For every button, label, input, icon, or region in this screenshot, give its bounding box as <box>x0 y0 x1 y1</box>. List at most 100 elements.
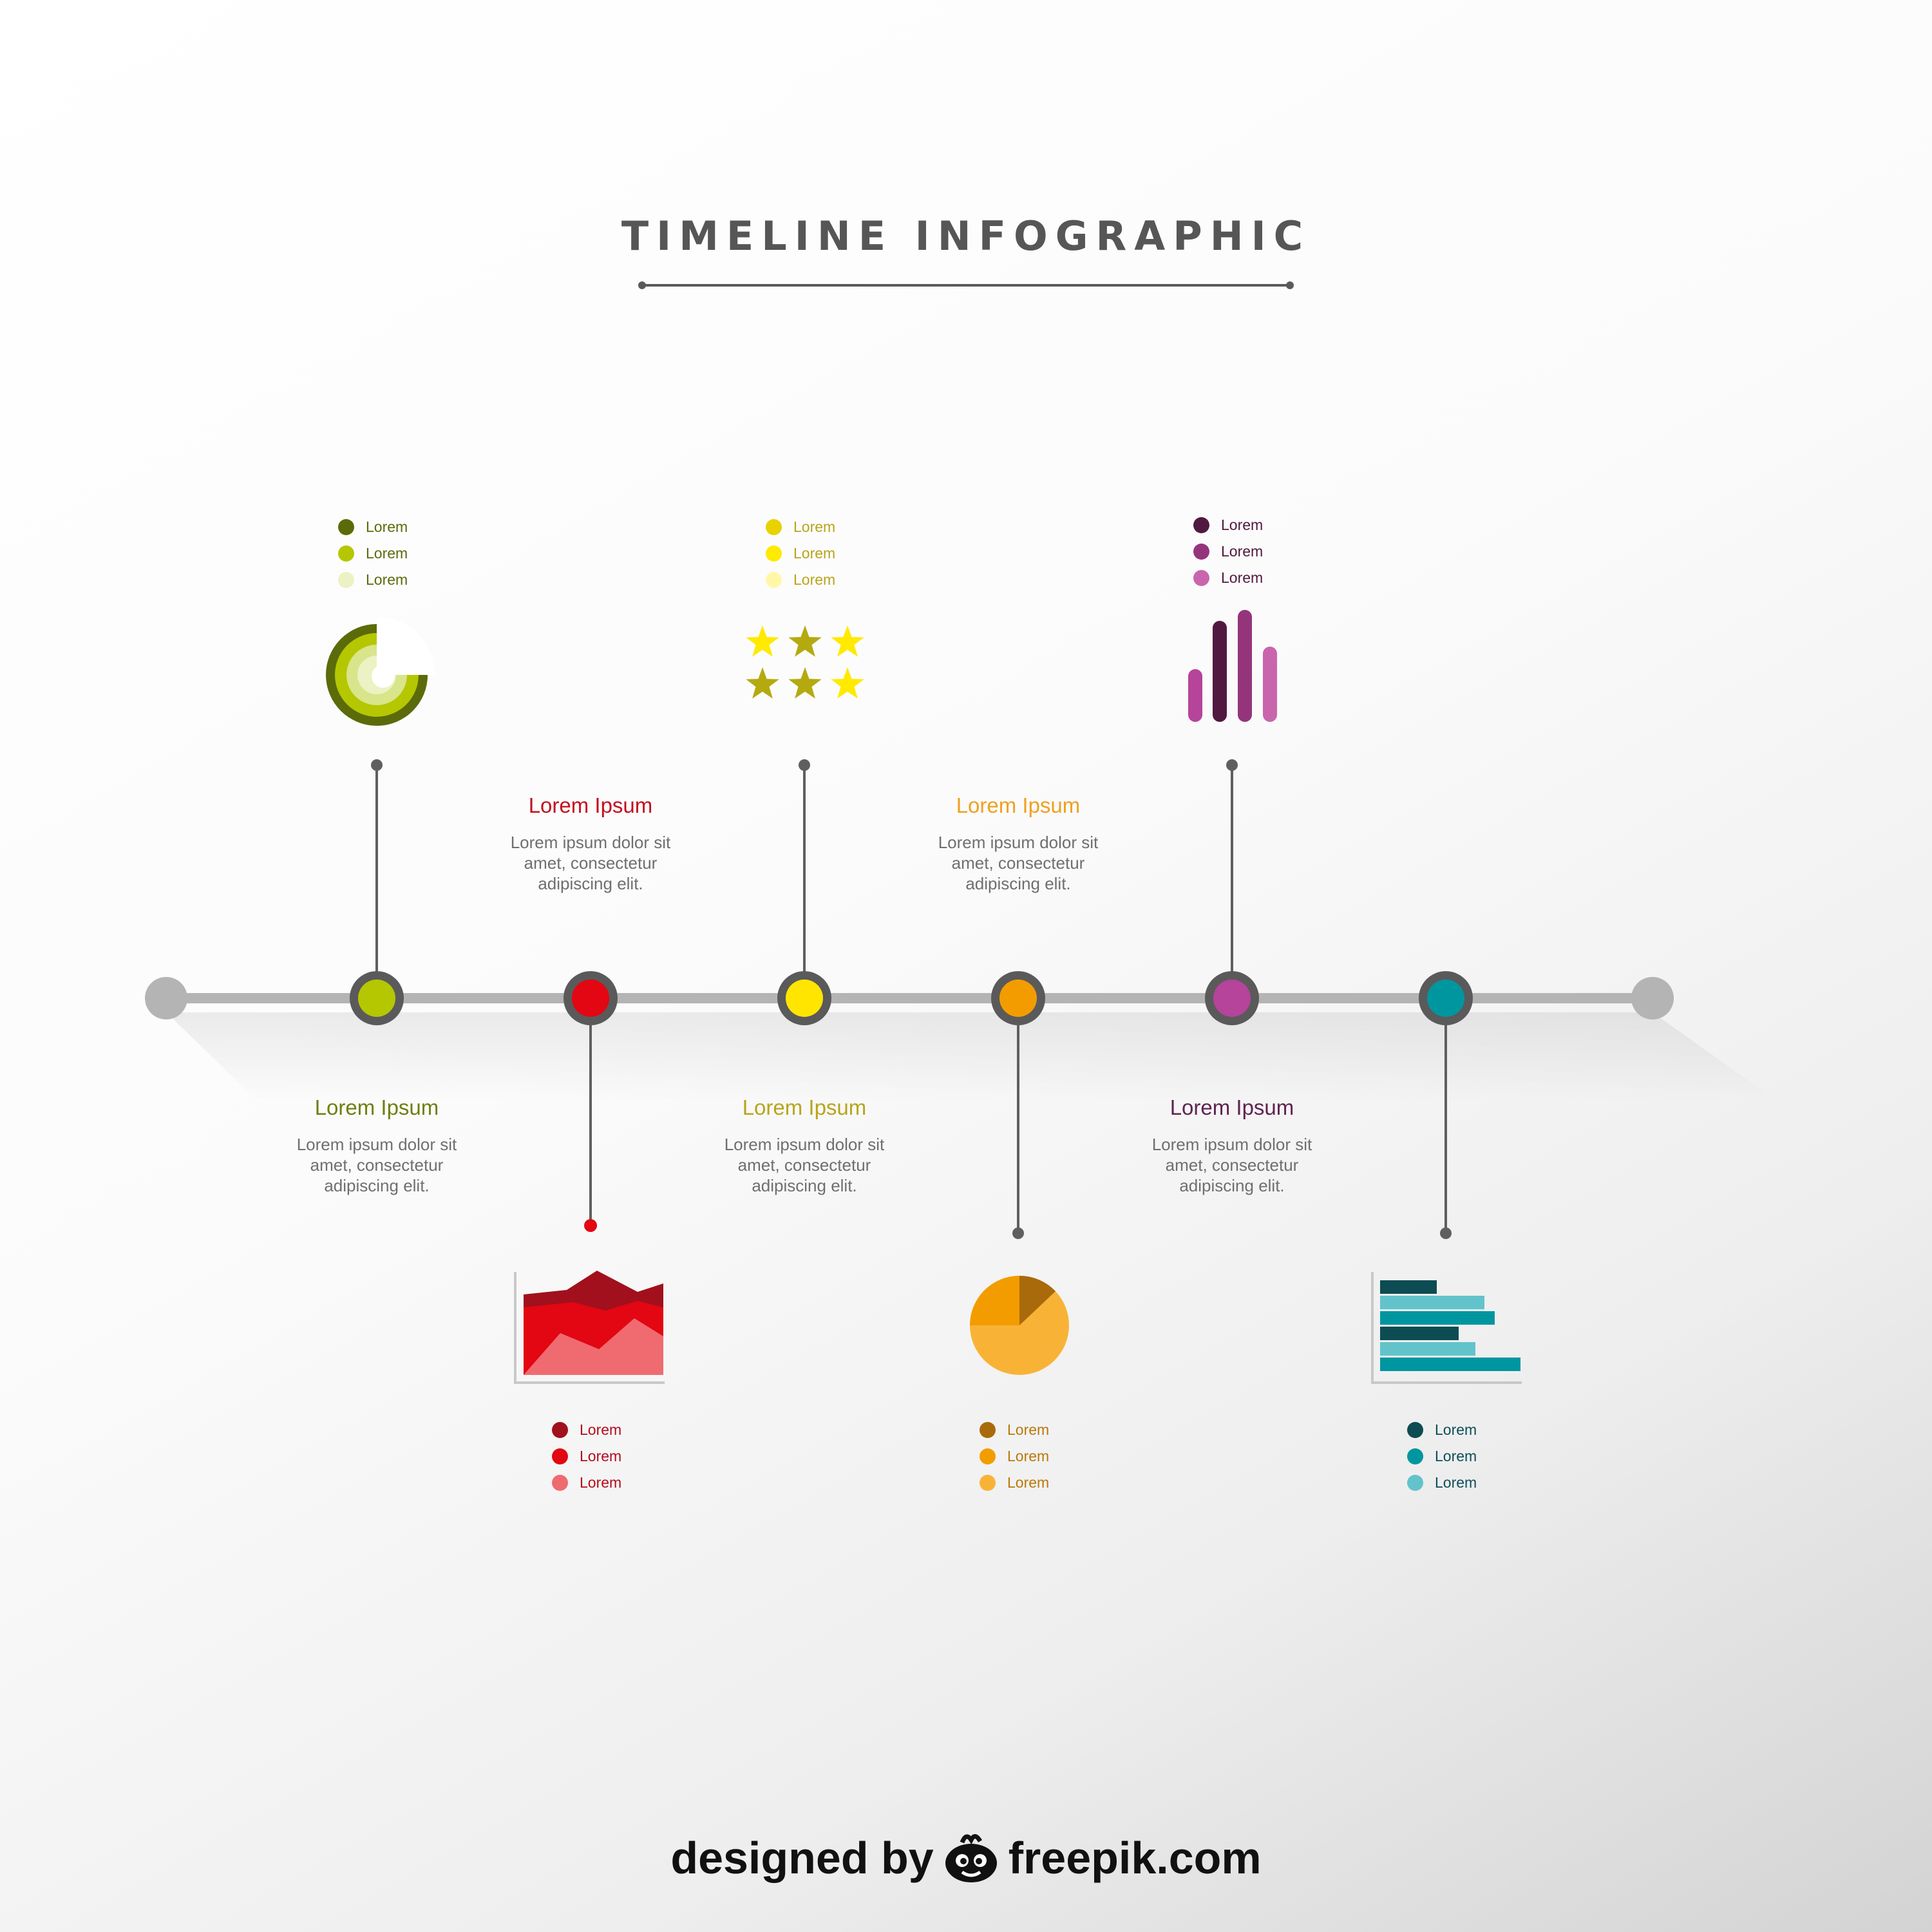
legend-step-2: Lorem Lorem Lorem <box>552 1417 681 1496</box>
star <box>746 625 779 657</box>
star <box>746 667 779 699</box>
timeline-shadow <box>166 1012 1777 1101</box>
legend-item: Lorem <box>1193 512 1322 538</box>
legend-label: Lorem <box>1435 1421 1477 1438</box>
star <box>788 625 822 657</box>
description-line: Lorem ipsum dolor sit <box>724 1135 885 1154</box>
connector-dot <box>584 1219 597 1232</box>
vertical-bars-icon <box>1188 610 1277 722</box>
credit: designed by freepik.com <box>580 1829 1352 1887</box>
node-dot <box>786 980 823 1017</box>
horizontal-bar <box>1380 1342 1475 1356</box>
legend-item: Lorem <box>552 1417 681 1443</box>
node-dot <box>1213 980 1251 1017</box>
star <box>831 667 864 699</box>
legend-item: Lorem <box>338 514 467 540</box>
legend-step-6: Lorem Lorem Lorem <box>1407 1417 1536 1496</box>
legend-item: Lorem <box>1407 1443 1536 1470</box>
legend-dot <box>338 545 354 562</box>
timeline-step-1 <box>326 617 435 1025</box>
legend-step-3: Lorem Lorem Lorem <box>766 514 895 593</box>
horizontal-bar <box>1380 1327 1459 1340</box>
legend-item: Lorem <box>980 1470 1108 1496</box>
horizontal-bar <box>1380 1296 1484 1309</box>
legend-dot <box>766 519 782 535</box>
legend-item: Lorem <box>766 540 895 567</box>
step-description: Lorem ipsum dolor sit amet, consectetur ad… <box>494 832 687 894</box>
legend-dot <box>552 1475 568 1491</box>
horizontal-bar <box>1380 1280 1437 1294</box>
timeline-step-4 <box>970 971 1069 1375</box>
description-line: Lorem ipsum dolor sit <box>296 1135 457 1154</box>
description-line: adipiscing elit. <box>752 1176 857 1195</box>
legend-item: Lorem <box>980 1417 1108 1443</box>
connector-dot <box>1012 1227 1024 1239</box>
page-title: TIMELINE INFOGRAPHIC <box>621 213 1311 260</box>
node-dot <box>999 980 1037 1017</box>
ring-gap <box>377 617 435 675</box>
legend-dot <box>552 1422 568 1438</box>
step-description: Lorem ipsum dolor sit amet, consectetur ad… <box>280 1134 473 1196</box>
legend-label: Lorem <box>1007 1474 1050 1491</box>
legend-label: Lorem <box>1221 569 1264 586</box>
connector-dot <box>1226 759 1238 771</box>
description-line: Lorem ipsum dolor sit <box>1151 1135 1312 1154</box>
legend-item: Lorem <box>1193 565 1322 591</box>
legend-item: Lorem <box>552 1470 681 1496</box>
timeline-step-6 <box>1371 971 1522 1384</box>
legend-dot <box>980 1422 996 1438</box>
legend-label: Lorem <box>580 1474 622 1491</box>
pie-slice <box>1019 1275 1056 1325</box>
chart-axis <box>1371 1272 1522 1384</box>
legend-item: Lorem <box>552 1443 681 1470</box>
step-heading: Lorem Ipsum <box>1170 1095 1294 1119</box>
description-line: amet, consectetur <box>737 1155 871 1175</box>
legend-item: Lorem <box>1193 538 1322 565</box>
horizontal-bar <box>1380 1358 1520 1371</box>
legend-dot <box>1193 570 1209 586</box>
description-line: amet, consectetur <box>1165 1155 1299 1175</box>
legend-label: Lorem <box>1435 1474 1477 1491</box>
description-line: amet, consectetur <box>310 1155 444 1175</box>
description-line: Lorem ipsum dolor sit <box>938 833 1099 852</box>
legend-step-4: Lorem Lorem Lorem <box>980 1417 1108 1496</box>
area-chart-icon <box>514 1271 665 1384</box>
description-line: adipiscing elit. <box>324 1176 430 1195</box>
step-heading: Lorem Ipsum <box>314 1095 439 1119</box>
node-dot <box>358 980 395 1017</box>
step-heading: Lorem Ipsum <box>528 793 653 817</box>
description-line: adipiscing elit. <box>538 874 643 893</box>
title-underline-end-right <box>1286 281 1294 289</box>
legend-item: Lorem <box>1407 1417 1536 1443</box>
connector-dot <box>371 759 383 771</box>
legend-dot <box>766 545 782 562</box>
legend-step-5: Lorem Lorem Lorem <box>1193 512 1322 591</box>
legend-item: Lorem <box>338 540 467 567</box>
legend-label: Lorem <box>1435 1448 1477 1464</box>
credit-designed-by: designed by <box>670 1833 934 1883</box>
legend-dot <box>1407 1475 1423 1491</box>
freepik-logo-icon <box>945 1834 997 1882</box>
legend-item: Lorem <box>338 567 467 593</box>
legend-label: Lorem <box>1007 1448 1050 1464</box>
step-description: Lorem ipsum dolor sit amet, consectetur ad… <box>708 1134 901 1196</box>
legend-dot <box>980 1448 996 1464</box>
timeline-end-cap <box>1631 977 1674 1019</box>
legend-dot <box>552 1448 568 1464</box>
legend-dot <box>980 1475 996 1491</box>
legend-label: Lorem <box>366 518 408 535</box>
horizontal-bar <box>1380 1311 1495 1325</box>
legend-label: Lorem <box>793 545 836 562</box>
ring-arc <box>377 675 428 726</box>
legend-label: Lorem <box>366 571 408 588</box>
legend-label: Lorem <box>1221 516 1264 533</box>
description-line: amet, consectetur <box>524 853 658 873</box>
star <box>788 667 822 699</box>
legend-dot <box>1193 517 1209 533</box>
credit-freepik: freepik.com <box>1008 1833 1262 1883</box>
step-description: Lorem ipsum dolor sit amet, consectetur ad… <box>1135 1134 1329 1196</box>
star <box>831 625 864 657</box>
connector-dot <box>1440 1227 1452 1239</box>
